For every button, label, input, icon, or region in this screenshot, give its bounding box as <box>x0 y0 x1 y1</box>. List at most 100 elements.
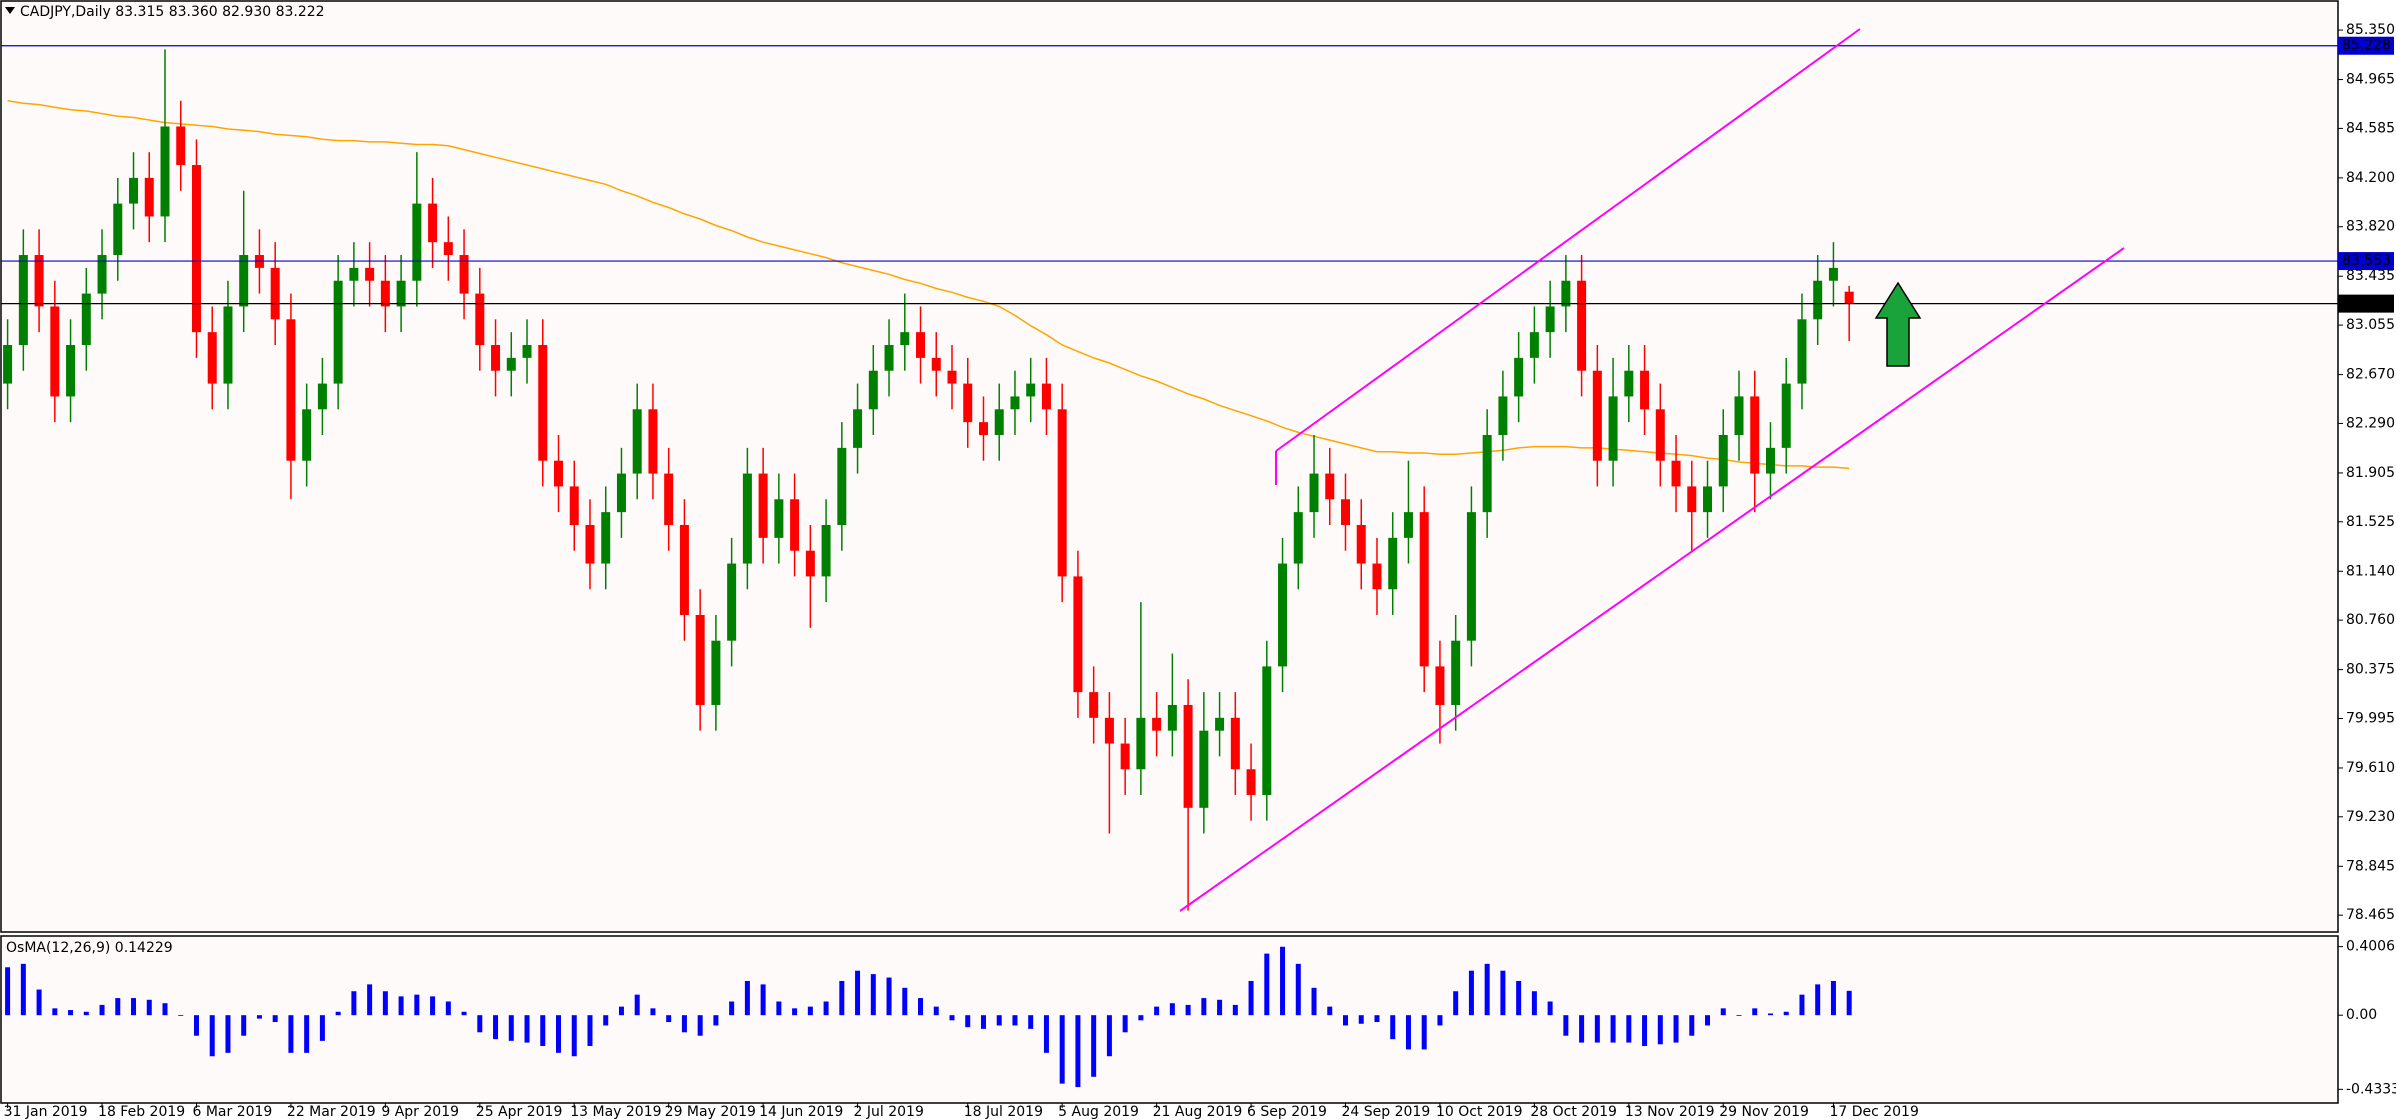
histogram-bar <box>351 991 357 1016</box>
candle-body <box>1356 524 1366 564</box>
candle-body <box>1498 396 1508 436</box>
histogram-bar <box>807 1006 813 1016</box>
candle-body <box>1561 280 1571 307</box>
candle-body <box>963 383 973 423</box>
candle-body <box>506 357 516 371</box>
histogram-bar <box>1059 1015 1065 1084</box>
histogram-bar <box>556 1015 561 1053</box>
histogram-bar <box>1610 1015 1616 1043</box>
histogram-bar <box>414 994 420 1016</box>
histogram-bar <box>1626 1015 1632 1043</box>
candle-body <box>616 473 626 513</box>
candle-body <box>1104 717 1114 744</box>
indicator-panel <box>0 935 2339 1104</box>
candle-body <box>1230 717 1240 770</box>
x-tick-label: 24 Sep 2019 <box>1342 1104 1431 1120</box>
candle-body <box>648 409 658 474</box>
candle-body <box>554 460 563 487</box>
histogram-bar <box>681 1015 687 1033</box>
histogram-bar <box>1280 946 1286 1016</box>
histogram-bar <box>493 1015 499 1040</box>
candle-body <box>1026 383 1036 397</box>
histogram-bar <box>980 1015 986 1029</box>
candle-body <box>916 332 926 358</box>
histogram-bar <box>382 991 388 1016</box>
histogram-bar <box>1390 1015 1396 1040</box>
candle-body <box>443 242 453 256</box>
histogram-bar <box>5 967 11 1016</box>
histogram-bar <box>225 1015 231 1053</box>
candle-body <box>790 499 800 551</box>
x-tick-label: 9 Apr 2019 <box>381 1104 459 1120</box>
x-tick-label: 17 Dec 2019 <box>1829 1104 1918 1120</box>
candle-body <box>1199 730 1209 808</box>
histogram-bar <box>1563 1015 1569 1036</box>
histogram-bar <box>83 1011 89 1016</box>
candle-body <box>1640 370 1650 410</box>
histogram-bar <box>193 1015 199 1036</box>
histogram-bar <box>933 1006 939 1016</box>
candle-body <box>601 512 611 564</box>
histogram-bar <box>272 1015 278 1023</box>
histogram-bar <box>1657 1015 1663 1045</box>
x-tick-label: 10 Oct 2019 <box>1436 1104 1523 1120</box>
x-tick-label: 13 Nov 2019 <box>1625 1104 1715 1120</box>
candle-body <box>1309 473 1319 513</box>
histogram-bar <box>1421 1015 1427 1050</box>
candle-body <box>884 345 894 371</box>
y-tick-label: 84.200 <box>2346 170 2395 186</box>
histogram-bar <box>1815 984 1821 1016</box>
candle-body <box>475 293 485 346</box>
x-tick-label: 2 Jul 2019 <box>854 1104 924 1120</box>
candle-body <box>1797 319 1807 384</box>
x-tick-label: 6 Sep 2019 <box>1247 1104 1327 1120</box>
candle-body <box>1089 692 1099 718</box>
candle-body <box>1215 717 1225 731</box>
histogram-bar <box>1154 1006 1160 1016</box>
y-tick-label: 0.40065 <box>2346 939 2396 955</box>
y-tick-label: 78.845 <box>2346 858 2395 874</box>
candle-body <box>459 255 469 294</box>
candle-body <box>1435 666 1445 705</box>
candle-body <box>1592 370 1602 461</box>
candle-body <box>207 332 217 384</box>
histogram-bar <box>1453 991 1459 1016</box>
y-tick-label: 80.760 <box>2346 612 2395 628</box>
histogram-bar <box>603 1015 609 1026</box>
candle-body <box>270 267 280 320</box>
histogram-bar <box>1736 1015 1742 1016</box>
candle-body <box>1073 576 1083 693</box>
candle-body <box>302 409 312 461</box>
candle-body <box>113 203 123 256</box>
x-tick-label: 29 May 2019 <box>665 1104 756 1120</box>
histogram-bar <box>162 1003 168 1016</box>
histogram-bar <box>634 994 640 1016</box>
histogram-bar <box>209 1015 215 1057</box>
histogram-bar <box>587 1015 593 1046</box>
histogram-bar <box>36 989 42 1016</box>
histogram-bar <box>445 1001 451 1016</box>
histogram-bar <box>902 987 908 1016</box>
candle-body <box>66 345 76 397</box>
histogram-bar <box>335 1011 341 1016</box>
y-tick-label: 83.435 <box>2346 268 2395 284</box>
candle-body <box>1687 486 1697 513</box>
histogram-bar <box>1043 1015 1049 1053</box>
candle-body <box>522 345 532 358</box>
histogram-bar <box>1012 1015 1018 1026</box>
candle-body <box>837 447 847 525</box>
x-tick-label: 25 Apr 2019 <box>476 1104 563 1120</box>
candle-body <box>81 293 91 346</box>
y-tick-label: 82.670 <box>2346 367 2395 383</box>
x-tick-label: 5 Aug 2019 <box>1058 1104 1139 1120</box>
candle-body <box>1655 409 1665 461</box>
histogram-bar <box>1799 994 1805 1016</box>
candle-body <box>742 473 752 564</box>
histogram-bar <box>996 1015 1002 1026</box>
candle-body <box>1703 486 1713 513</box>
histogram-bar <box>776 1001 782 1016</box>
candle-body <box>569 486 579 525</box>
histogram-bar <box>1264 953 1270 1016</box>
candle-body <box>34 255 44 307</box>
